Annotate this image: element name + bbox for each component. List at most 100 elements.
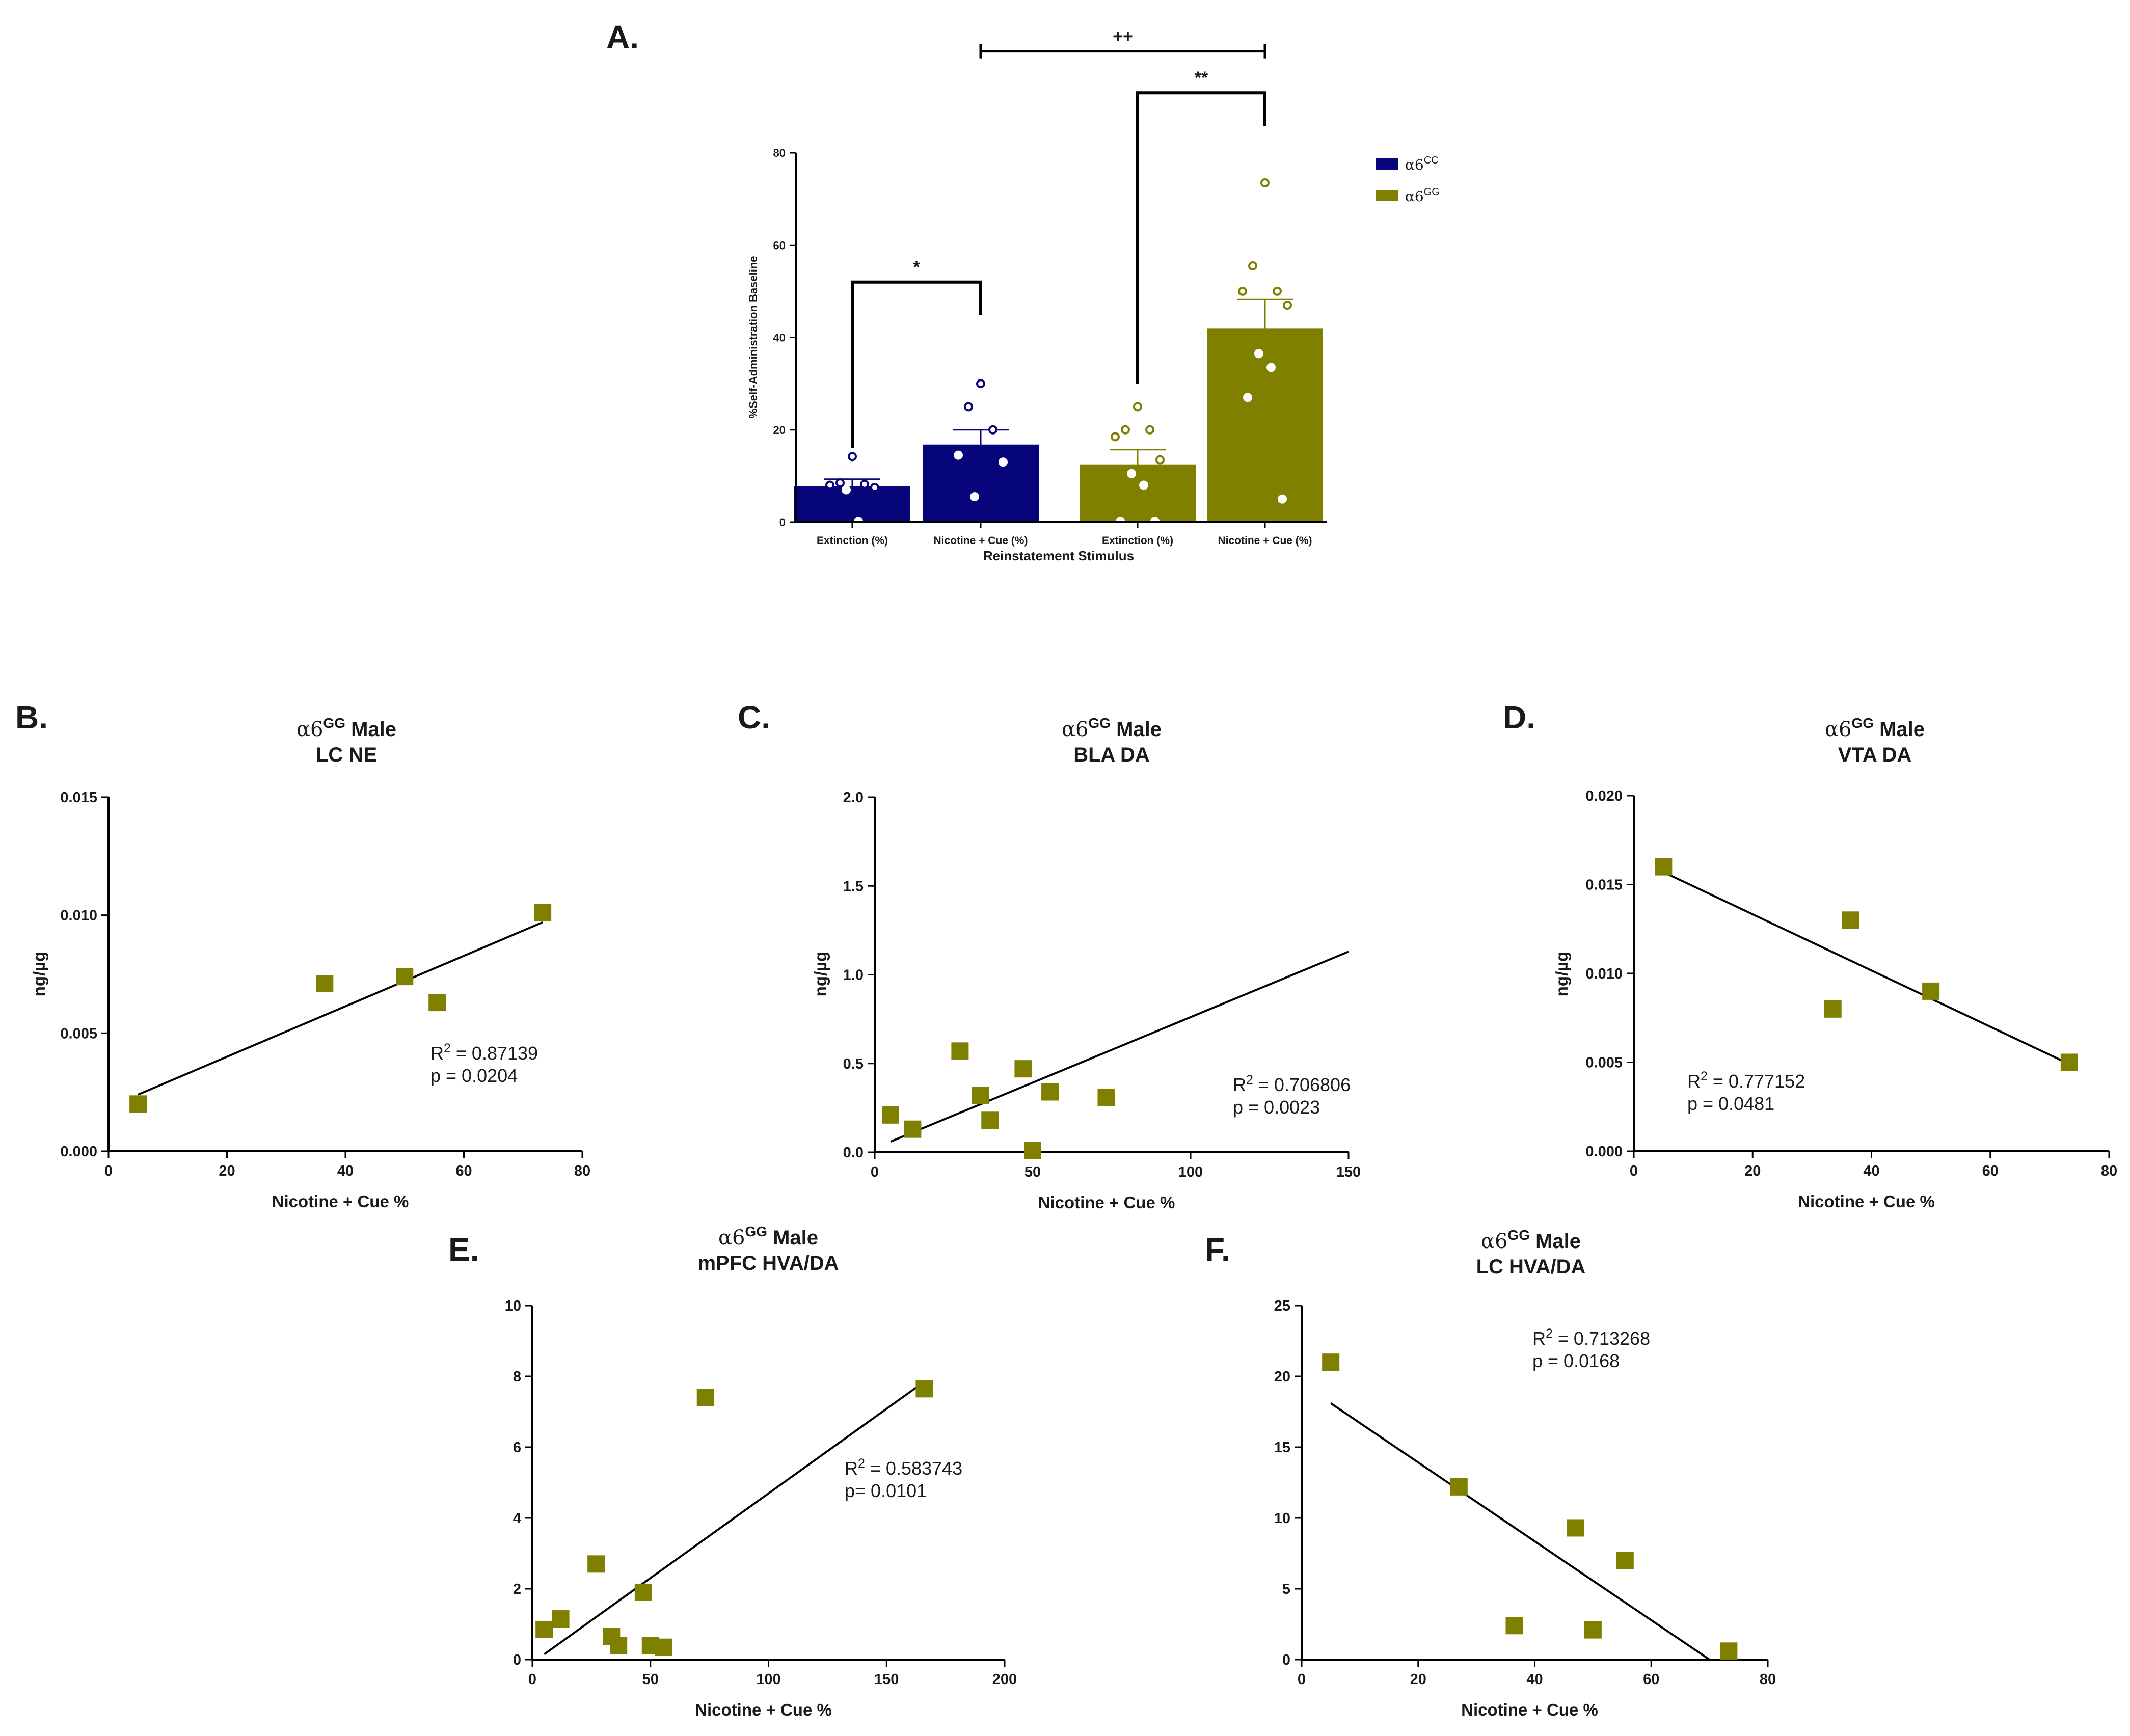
legend-swatch bbox=[1376, 190, 1398, 201]
data-point bbox=[1127, 469, 1136, 478]
y-tick-label: 0 bbox=[779, 516, 786, 529]
y-tick-label: 0.010 bbox=[1585, 966, 1623, 982]
data-point bbox=[428, 994, 446, 1012]
data-point bbox=[1655, 858, 1673, 876]
title-text: Male bbox=[1874, 718, 1925, 741]
r2-prefix: R bbox=[1687, 1071, 1701, 1092]
panel-f: F. α6GG Male LC HVA/DA 0 5 10 15 20 25 0 20 40 60 80 N… bbox=[1205, 1227, 1776, 1719]
data-point bbox=[1278, 494, 1287, 504]
sig-label: ** bbox=[1195, 68, 1208, 88]
title-text: Male bbox=[345, 718, 396, 741]
chart-subtitle: LC NE bbox=[316, 744, 377, 766]
data-point bbox=[825, 480, 834, 490]
y-tick-label: 0.5 bbox=[843, 1056, 864, 1072]
r-squared: R2 = 0.87139 bbox=[430, 1041, 538, 1064]
title-superscript: GG bbox=[1507, 1227, 1530, 1243]
r2-prefix: R bbox=[845, 1458, 858, 1479]
x-tick-label: 50 bbox=[1024, 1164, 1041, 1180]
y-tick-label: 0.000 bbox=[1585, 1144, 1623, 1160]
y-tick-label: 0.015 bbox=[1585, 877, 1623, 893]
x-tick-label: 0 bbox=[1630, 1163, 1638, 1179]
data-point bbox=[1121, 425, 1130, 435]
data-point bbox=[634, 1583, 652, 1601]
r2-prefix: R bbox=[430, 1043, 444, 1064]
y-tick-label: 0 bbox=[513, 1652, 521, 1668]
y-tick-label: 0.000 bbox=[60, 1144, 97, 1160]
data-point bbox=[1266, 363, 1276, 372]
x-tick-label: 100 bbox=[1178, 1164, 1203, 1180]
title-greek: α6 bbox=[1062, 718, 1088, 741]
data-point bbox=[988, 425, 997, 435]
chart-title: α6GG Male bbox=[1481, 1227, 1581, 1253]
x-tick-label: Nicotine + Cue (%) bbox=[934, 535, 1028, 547]
x-tick-label: 40 bbox=[1526, 1671, 1543, 1688]
y-tick-label: 0 bbox=[1282, 1652, 1290, 1668]
sig-label: * bbox=[913, 258, 920, 277]
data-point bbox=[999, 457, 1008, 467]
y-axis-title: ng/µg bbox=[1552, 952, 1571, 997]
y-tick-label: 0.0 bbox=[843, 1145, 864, 1161]
legend-label: α6CC bbox=[1405, 155, 1439, 173]
y-tick-label: 0.010 bbox=[60, 908, 97, 924]
panel-label: C. bbox=[738, 699, 770, 736]
y-tick-label: 0.020 bbox=[1585, 788, 1623, 804]
data-point bbox=[915, 1380, 933, 1398]
x-tick-label: Extinction (%) bbox=[817, 535, 888, 547]
p-value: p = 0.0168 bbox=[1532, 1350, 1620, 1371]
r-squared: R2 = 0.713268 bbox=[1532, 1326, 1650, 1349]
chart-subtitle: VTA DA bbox=[1838, 744, 1911, 766]
data-point bbox=[610, 1637, 628, 1654]
x-tick-label: 40 bbox=[1863, 1163, 1879, 1179]
data-point bbox=[860, 479, 869, 489]
x-tick-label: 0 bbox=[1298, 1671, 1306, 1688]
data-point bbox=[1097, 1088, 1115, 1106]
data-point bbox=[552, 1610, 570, 1628]
r2-value: = 0.713268 bbox=[1553, 1328, 1650, 1349]
x-tick-label: 60 bbox=[455, 1163, 472, 1179]
data-point bbox=[1041, 1083, 1059, 1101]
bar bbox=[1207, 328, 1323, 522]
data-point bbox=[842, 485, 851, 495]
x-tick-label: 0 bbox=[528, 1671, 536, 1688]
data-point bbox=[970, 492, 979, 502]
regression-line bbox=[1663, 871, 2070, 1065]
data-point bbox=[1505, 1617, 1523, 1635]
data-point bbox=[316, 975, 334, 993]
x-tick-label: 60 bbox=[1643, 1671, 1659, 1688]
y-tick-label: 6 bbox=[513, 1440, 521, 1456]
r-squared: R2 = 0.777152 bbox=[1687, 1069, 1805, 1092]
y-tick-label: 1.0 bbox=[843, 967, 864, 984]
panel-a: A. 0 20 40 60 80 Extinction (%) Nicotine + Cue … bbox=[606, 19, 1440, 563]
chart-title: α6GG Male bbox=[718, 1224, 818, 1250]
regression-line bbox=[138, 921, 543, 1096]
y-tick-label: 20 bbox=[773, 424, 786, 437]
y-tick-label: 2 bbox=[513, 1581, 521, 1597]
r2-superscript: 2 bbox=[1546, 1326, 1553, 1341]
regression-line bbox=[890, 951, 1349, 1143]
data-point bbox=[535, 1620, 553, 1638]
x-tick-label: 80 bbox=[2101, 1163, 2117, 1179]
data-point bbox=[1260, 178, 1270, 187]
data-point bbox=[1922, 982, 1940, 1000]
x-tick-label: 20 bbox=[1410, 1671, 1426, 1688]
data-point bbox=[1139, 480, 1148, 490]
data-point bbox=[1254, 349, 1263, 359]
panel-label: E. bbox=[448, 1231, 479, 1268]
y-tick-label: 20 bbox=[1274, 1369, 1290, 1385]
chart-title: α6GG Male bbox=[1062, 715, 1162, 741]
data-point bbox=[129, 1095, 147, 1113]
data-point bbox=[1283, 301, 1292, 310]
chart-title: α6GG Male bbox=[1825, 715, 1925, 741]
panel-label: D. bbox=[1503, 699, 1535, 736]
y-tick-label: 80 bbox=[773, 147, 786, 159]
data-point bbox=[1842, 911, 1859, 929]
title-superscript: GG bbox=[1088, 715, 1111, 731]
title-text: Male bbox=[1530, 1230, 1581, 1253]
x-tick-label: 40 bbox=[337, 1163, 354, 1179]
r2-value: = 0.87139 bbox=[451, 1043, 538, 1064]
chart-title: α6GG Male bbox=[296, 715, 396, 741]
chart-subtitle: LC HVA/DA bbox=[1476, 1256, 1586, 1278]
data-point bbox=[835, 478, 845, 487]
x-tick-label: 200 bbox=[992, 1671, 1017, 1688]
